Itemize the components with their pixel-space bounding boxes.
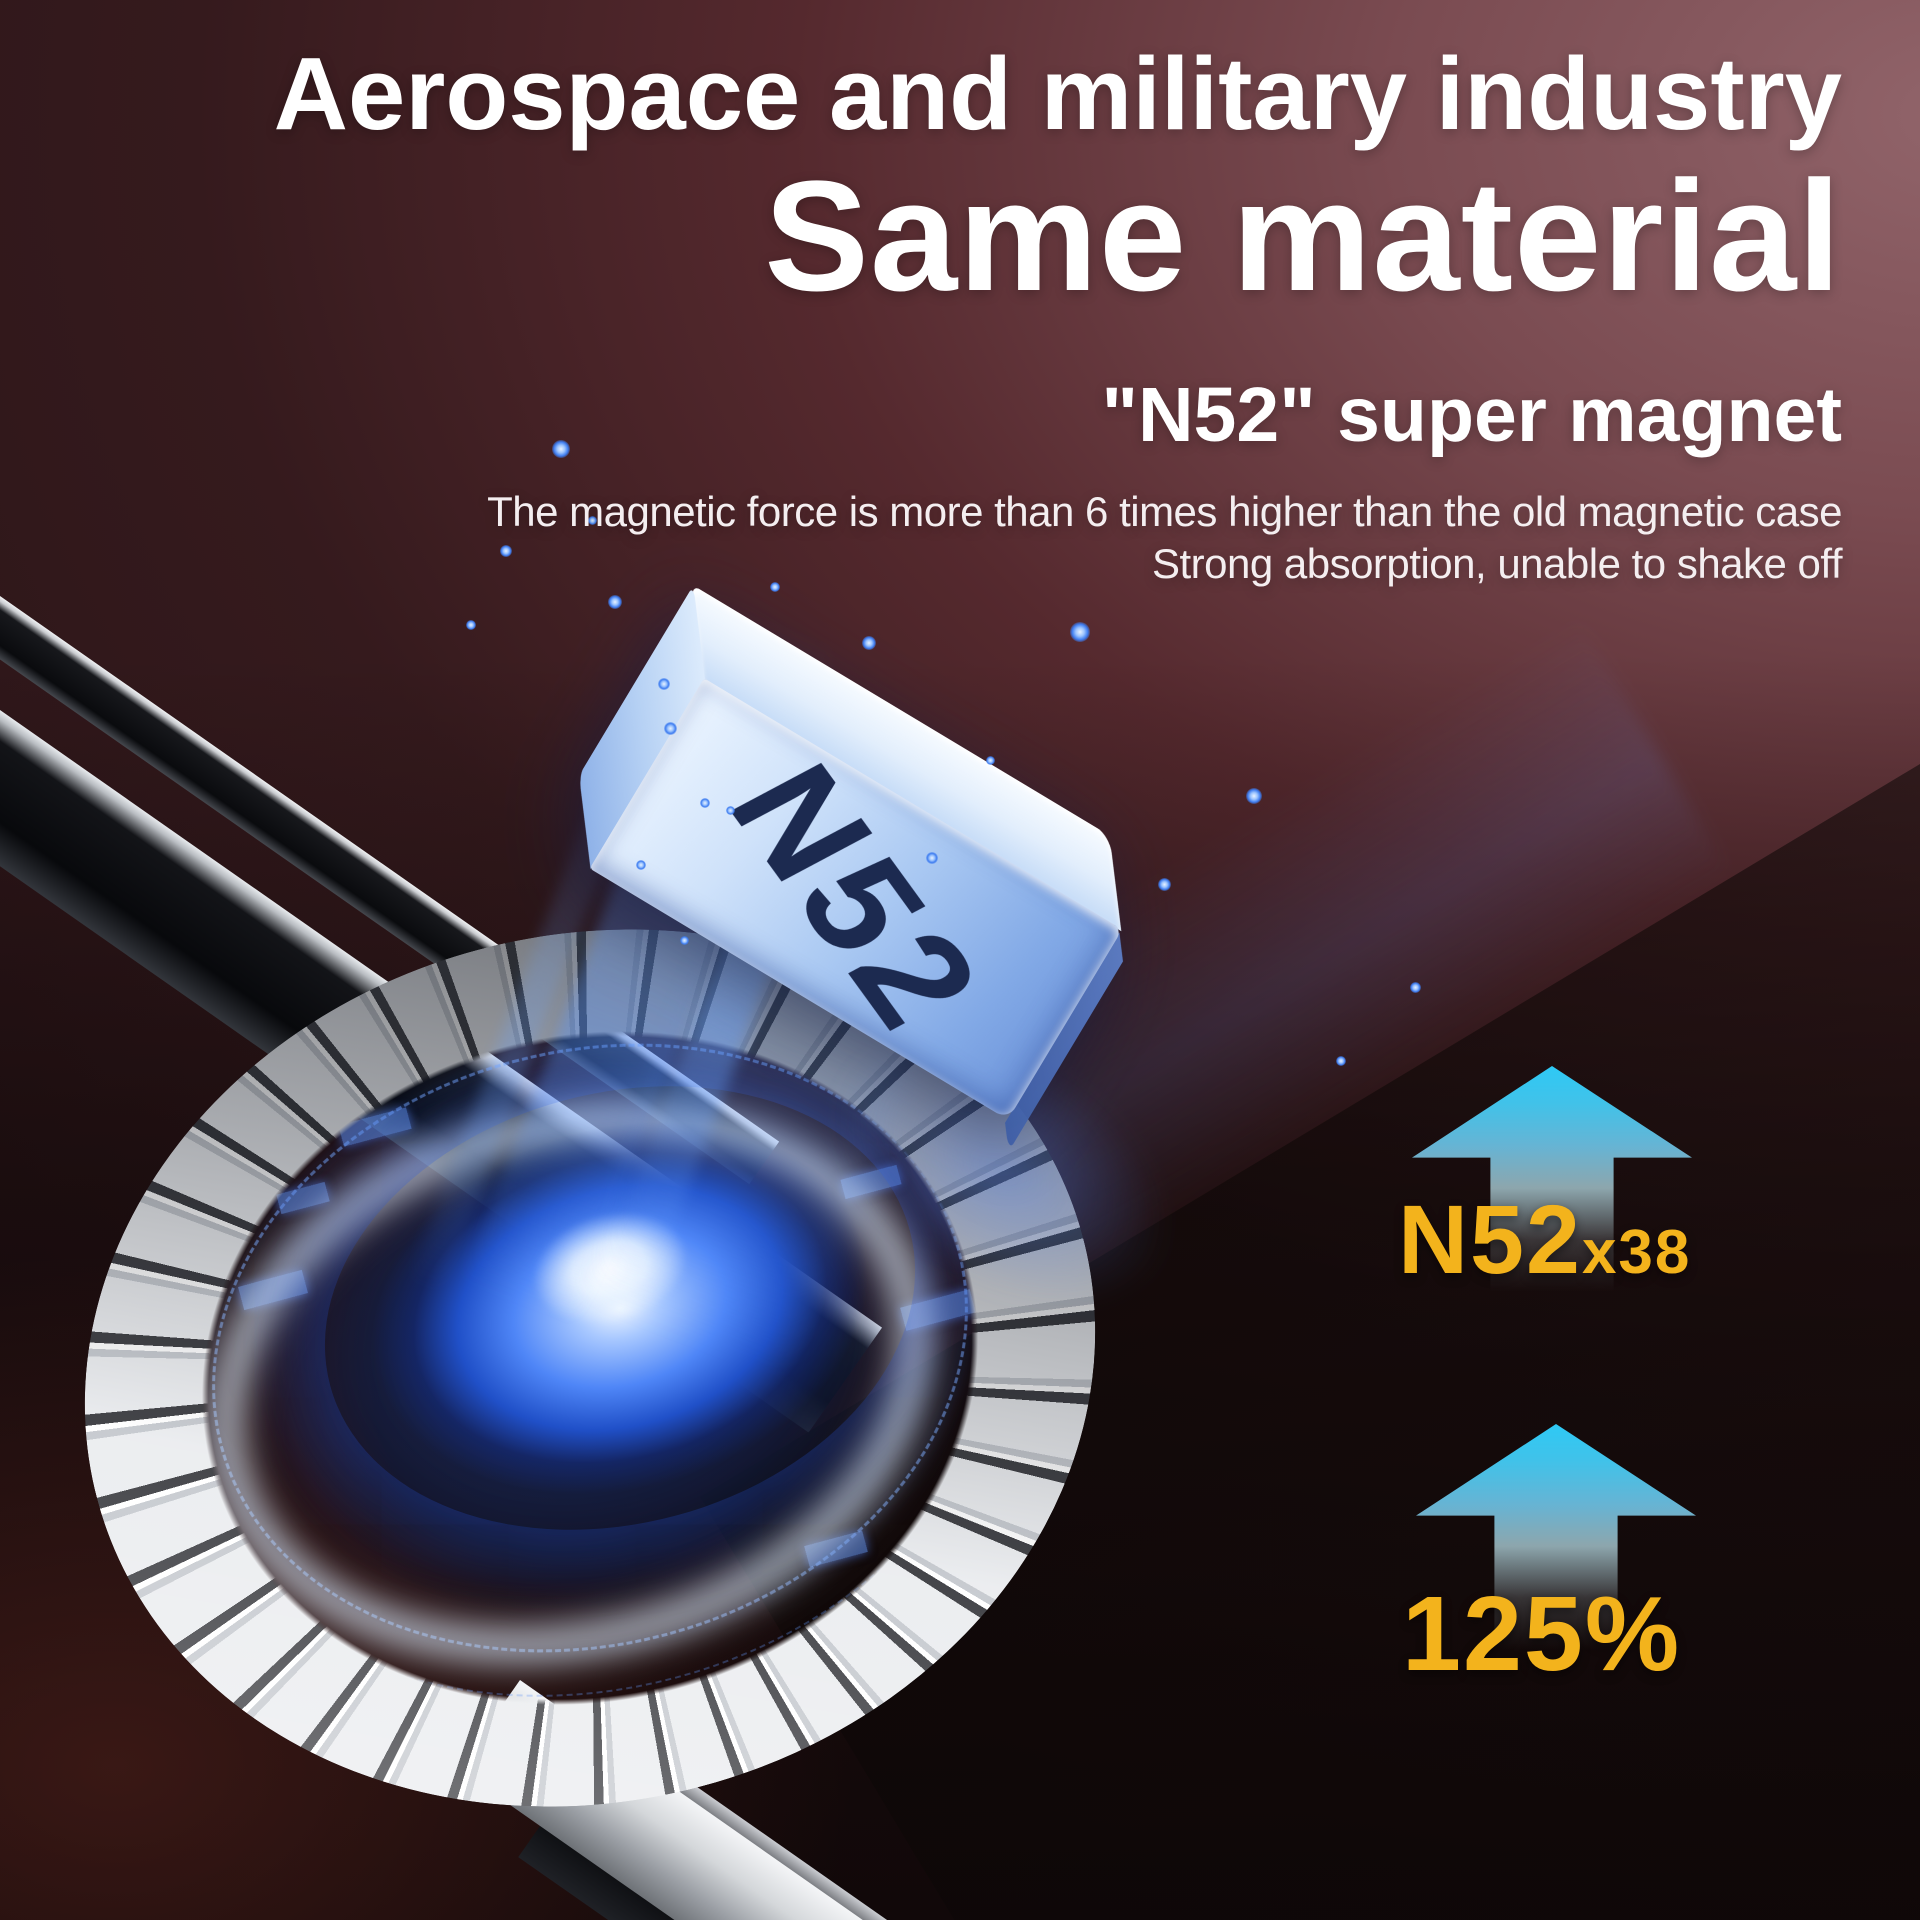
sparkle (608, 595, 622, 609)
sparkle (986, 756, 995, 765)
sparkle (1246, 788, 1262, 804)
sparkle (466, 620, 476, 630)
sparkle (636, 860, 646, 870)
sparkle (552, 440, 570, 458)
sparkle (862, 636, 876, 650)
sparkle (500, 545, 512, 557)
stat-magnet-count-suffix: x38 (1581, 1218, 1692, 1287)
sparkle (726, 806, 735, 815)
headline-copy: Aerospace and military industry Same mat… (0, 36, 1843, 590)
stat-magnet-count-text: N52x38 (1398, 1184, 1691, 1296)
sparkle (770, 582, 780, 592)
headline-line1: Aerospace and military industry (273, 36, 1842, 151)
headline-description: The magnetic force is more than 6 times … (0, 486, 1842, 590)
headline-subtitle: "N52" super magnet (1101, 372, 1842, 459)
sparkle (1336, 1056, 1346, 1066)
description-line1: The magnetic force is more than 6 times … (487, 488, 1842, 536)
sparkle (680, 936, 689, 945)
sparkle (588, 516, 597, 525)
sparkle (700, 798, 710, 808)
sparkle (926, 852, 938, 864)
sparkle (1158, 878, 1171, 891)
sparkle (1070, 622, 1090, 642)
sparkle (1410, 982, 1421, 993)
stat-strength-value: 125% (1402, 1575, 1682, 1693)
sparkle (658, 678, 670, 690)
headline-line2: Same material (764, 149, 1842, 325)
stat-magnet-count-label: N52 (1398, 1185, 1582, 1294)
stat-strength-increase: 125% (1402, 1424, 1762, 1693)
description-line2: Strong absorption, unable to shake off (1151, 540, 1843, 588)
stat-magnet-count: N52x38 (1398, 1066, 1758, 1301)
sparkle (664, 722, 677, 735)
